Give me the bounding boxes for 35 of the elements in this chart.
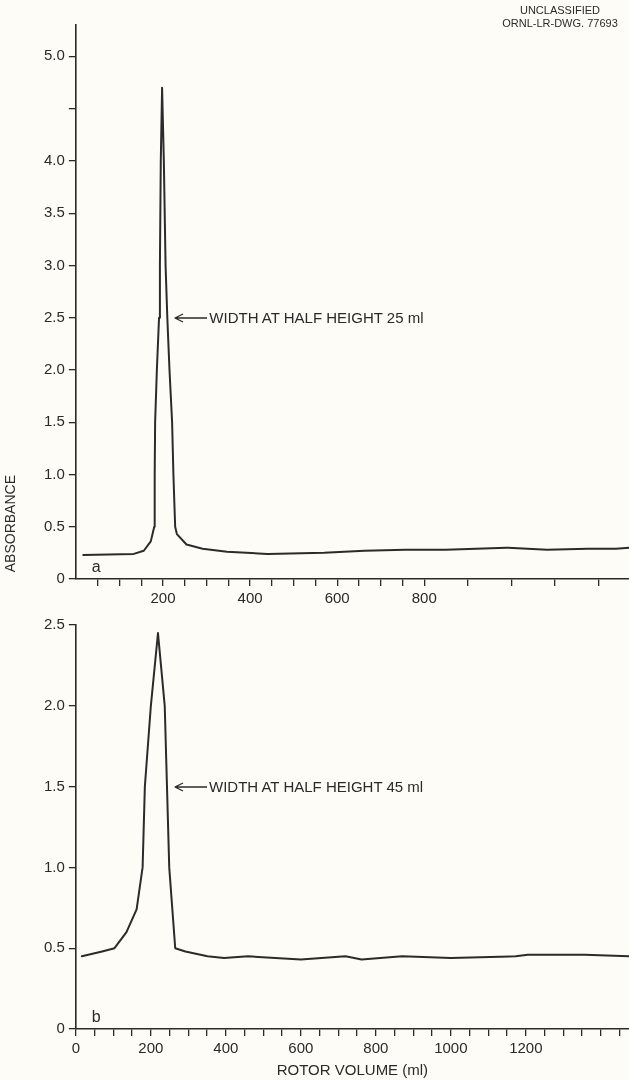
y-tick-label: 3.5 <box>43 203 65 221</box>
x-tick-label: 600 <box>324 589 350 607</box>
x-axis-title: ROTOR VOLUME (ml) <box>276 1061 429 1079</box>
y-tick-label: 2.0 <box>43 360 65 378</box>
y-axis-title: ABSORBANCE <box>2 474 18 572</box>
y-tick-label: 1.0 <box>43 464 65 482</box>
x-tick-label: 0 <box>71 1039 81 1057</box>
y-tick-label: 0.5 <box>43 938 65 956</box>
x-tick-label: 400 <box>213 1039 239 1057</box>
x-tick-label: 800 <box>411 589 437 607</box>
y-tick-label: 2.5 <box>43 615 65 633</box>
x-tick-label: 200 <box>150 589 176 607</box>
y-tick-label: 0 <box>56 569 65 587</box>
y-tick-label: 0 <box>56 1019 65 1037</box>
y-tick-label: 4.0 <box>43 151 65 169</box>
annotation: WIDTH AT HALF HEIGHT 25 ml <box>209 308 424 327</box>
annotation: b <box>91 1008 101 1025</box>
y-tick-label: 5.0 <box>43 46 65 64</box>
annotation: ORNL-LR-DWG. 77693 <box>501 17 619 30</box>
x-tick-label: 600 <box>288 1039 314 1057</box>
annotation: a <box>91 558 101 575</box>
x-tick-label: 800 <box>363 1039 389 1057</box>
x-tick-label: 200 <box>138 1039 164 1057</box>
y-tick-label: 2.0 <box>43 695 65 713</box>
annotation: WIDTH AT HALF HEIGHT 45 ml <box>208 777 424 796</box>
y-tick-label: 1.5 <box>43 412 65 430</box>
y-tick-label: 2.5 <box>43 307 65 325</box>
y-tick-label: 0.5 <box>43 516 65 534</box>
y-tick-label: 1.5 <box>43 776 65 794</box>
x-tick-label: 1200 <box>509 1039 543 1057</box>
y-tick-label: 1.0 <box>43 857 65 875</box>
y-tick-label: 3.0 <box>43 255 65 273</box>
x-tick-label: 400 <box>237 589 263 607</box>
x-tick-label: 1000 <box>434 1039 468 1057</box>
text: UNCLASSIFIED <box>518 4 602 17</box>
